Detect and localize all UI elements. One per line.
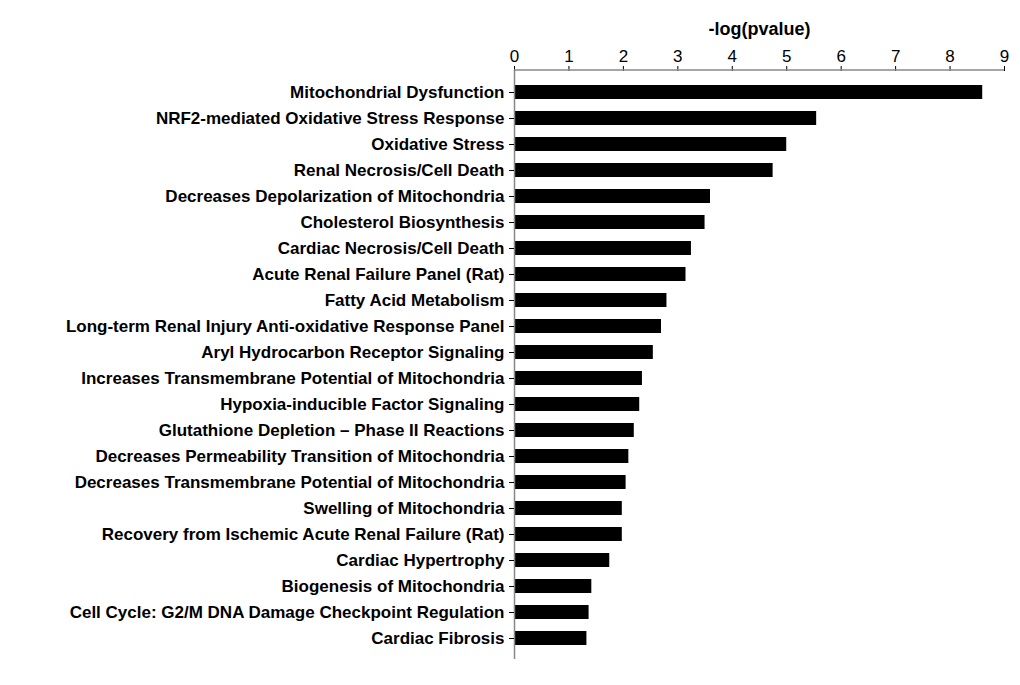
svg-text:Biogenesis of Mitochondria: Biogenesis of Mitochondria bbox=[282, 577, 505, 596]
svg-text:Cell Cycle: G2/M DNA Damage Ch: Cell Cycle: G2/M DNA Damage Checkpoint R… bbox=[70, 603, 505, 622]
svg-text:Acute Renal Failure Panel (Rat: Acute Renal Failure Panel (Rat) bbox=[252, 265, 504, 284]
svg-text:8: 8 bbox=[945, 47, 954, 66]
svg-text:Mitochondrial Dysfunction: Mitochondrial Dysfunction bbox=[290, 83, 504, 102]
svg-text:NRF2-mediated Oxidative Stress: NRF2-mediated Oxidative Stress Response bbox=[156, 109, 505, 128]
svg-text:Recovery from Ischemic Acute R: Recovery from Ischemic Acute Renal Failu… bbox=[102, 525, 505, 544]
svg-text:9: 9 bbox=[1000, 47, 1009, 66]
svg-text:5: 5 bbox=[782, 47, 791, 66]
svg-text:6: 6 bbox=[836, 47, 845, 66]
svg-text:Increases Transmembrane Potent: Increases Transmembrane Potential of Mit… bbox=[81, 369, 505, 388]
svg-text:Swelling of Mitochondria: Swelling of Mitochondria bbox=[303, 499, 505, 518]
svg-text:Cardiac Necrosis/Cell Death: Cardiac Necrosis/Cell Death bbox=[278, 239, 505, 258]
svg-text:Decreases Transmembrane Potent: Decreases Transmembrane Potential of Mit… bbox=[75, 473, 505, 492]
svg-text:Decreases Permeability Transit: Decreases Permeability Transition of Mit… bbox=[95, 447, 505, 466]
svg-text:3: 3 bbox=[673, 47, 682, 66]
svg-text:Cardiac Fibrosis: Cardiac Fibrosis bbox=[371, 629, 504, 648]
svg-text:Cholesterol Biosynthesis: Cholesterol Biosynthesis bbox=[300, 213, 504, 232]
svg-text:-log(pvalue): -log(pvalue) bbox=[709, 19, 811, 39]
svg-text:4: 4 bbox=[728, 47, 737, 66]
svg-text:7: 7 bbox=[891, 47, 900, 66]
svg-text:Oxidative Stress: Oxidative Stress bbox=[371, 135, 504, 154]
svg-text:2: 2 bbox=[619, 47, 628, 66]
svg-text:Fatty Acid Metabolism: Fatty Acid Metabolism bbox=[325, 291, 505, 310]
svg-text:Renal Necrosis/Cell Death: Renal Necrosis/Cell Death bbox=[294, 161, 505, 180]
svg-text:Hypoxia-inducible Factor Signa: Hypoxia-inducible Factor Signaling bbox=[220, 395, 504, 414]
svg-text:Decreases Depolarization of Mi: Decreases Depolarization of Mitochondria bbox=[165, 187, 505, 206]
svg-text:Long-term Renal Injury Anti-ox: Long-term Renal Injury Anti-oxidative Re… bbox=[66, 317, 505, 336]
svg-text:Cardiac Hypertrophy: Cardiac Hypertrophy bbox=[336, 551, 505, 570]
svg-text:0: 0 bbox=[510, 47, 519, 66]
svg-text:Aryl Hydrocarbon Receptor Sign: Aryl Hydrocarbon Receptor Signaling bbox=[201, 343, 504, 362]
svg-text:Glutathione Depletion – Phase: Glutathione Depletion – Phase II Reactio… bbox=[159, 421, 505, 440]
svg-text:1: 1 bbox=[564, 47, 573, 66]
